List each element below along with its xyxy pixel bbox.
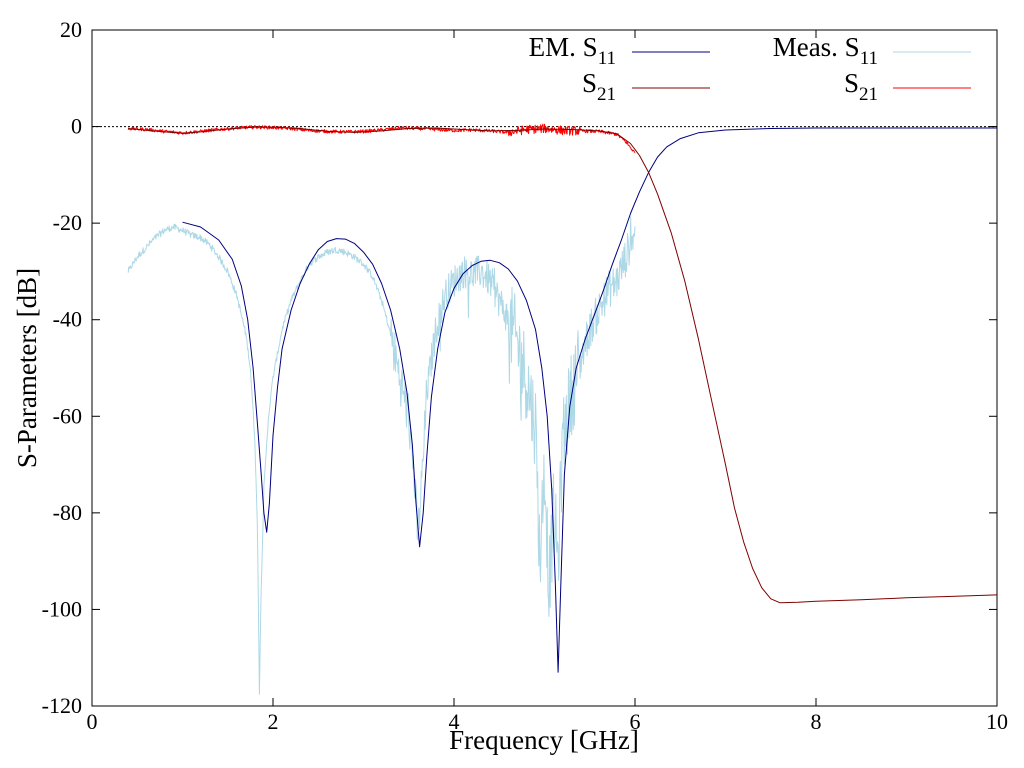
legend-label: EM. S11 <box>529 32 616 69</box>
series-line-meas-s21 <box>127 123 636 154</box>
tick-labels: 0 2 4 6 8 10 20 0 -20 -40 -60 -80 -100 -120 <box>42 17 1008 734</box>
series-line-meas-s11 <box>127 216 636 695</box>
legend-label: S21 <box>844 68 878 105</box>
legend-label-main: S <box>844 68 859 98</box>
plot-frame <box>91 29 998 707</box>
series-group <box>127 123 997 695</box>
legend-label-subscript: 11 <box>598 48 616 69</box>
y-axis-title: S-Parameters [dB] <box>12 268 42 468</box>
y-tick-label: 20 <box>60 17 82 42</box>
series-line-em-s11 <box>182 127 997 673</box>
legend-label-subscript: 21 <box>597 84 616 105</box>
x-tick-label: 4 <box>449 709 460 734</box>
x-tick-label: 0 <box>87 709 98 734</box>
series-line-em-s21 <box>128 126 997 604</box>
legend-label: Meas. S11 <box>773 32 878 69</box>
x-tick-label: 2 <box>268 709 279 734</box>
legend-label-main: S <box>582 68 597 98</box>
x-axis-title: Frequency [GHz] <box>449 725 639 755</box>
y-tick-label: -80 <box>53 500 82 525</box>
axis-ticks <box>91 29 998 707</box>
legend-label-subscript: 11 <box>860 48 878 69</box>
y-tick-label: 0 <box>71 114 82 139</box>
legend-label-main: Meas. S <box>773 32 860 62</box>
y-tick-label: -60 <box>53 403 82 428</box>
x-tick-label: 8 <box>811 709 822 734</box>
legend-label-main: EM. S <box>529 32 598 62</box>
x-tick-label: 10 <box>986 709 1008 734</box>
y-tick-label: -20 <box>53 210 82 235</box>
y-tick-label: -120 <box>42 693 82 718</box>
x-tick-label: 6 <box>630 709 641 734</box>
y-tick-label: -40 <box>53 307 82 332</box>
legend-label: S21 <box>582 68 616 105</box>
y-tick-label: -100 <box>42 596 82 621</box>
legend-label-subscript: 21 <box>859 84 878 105</box>
